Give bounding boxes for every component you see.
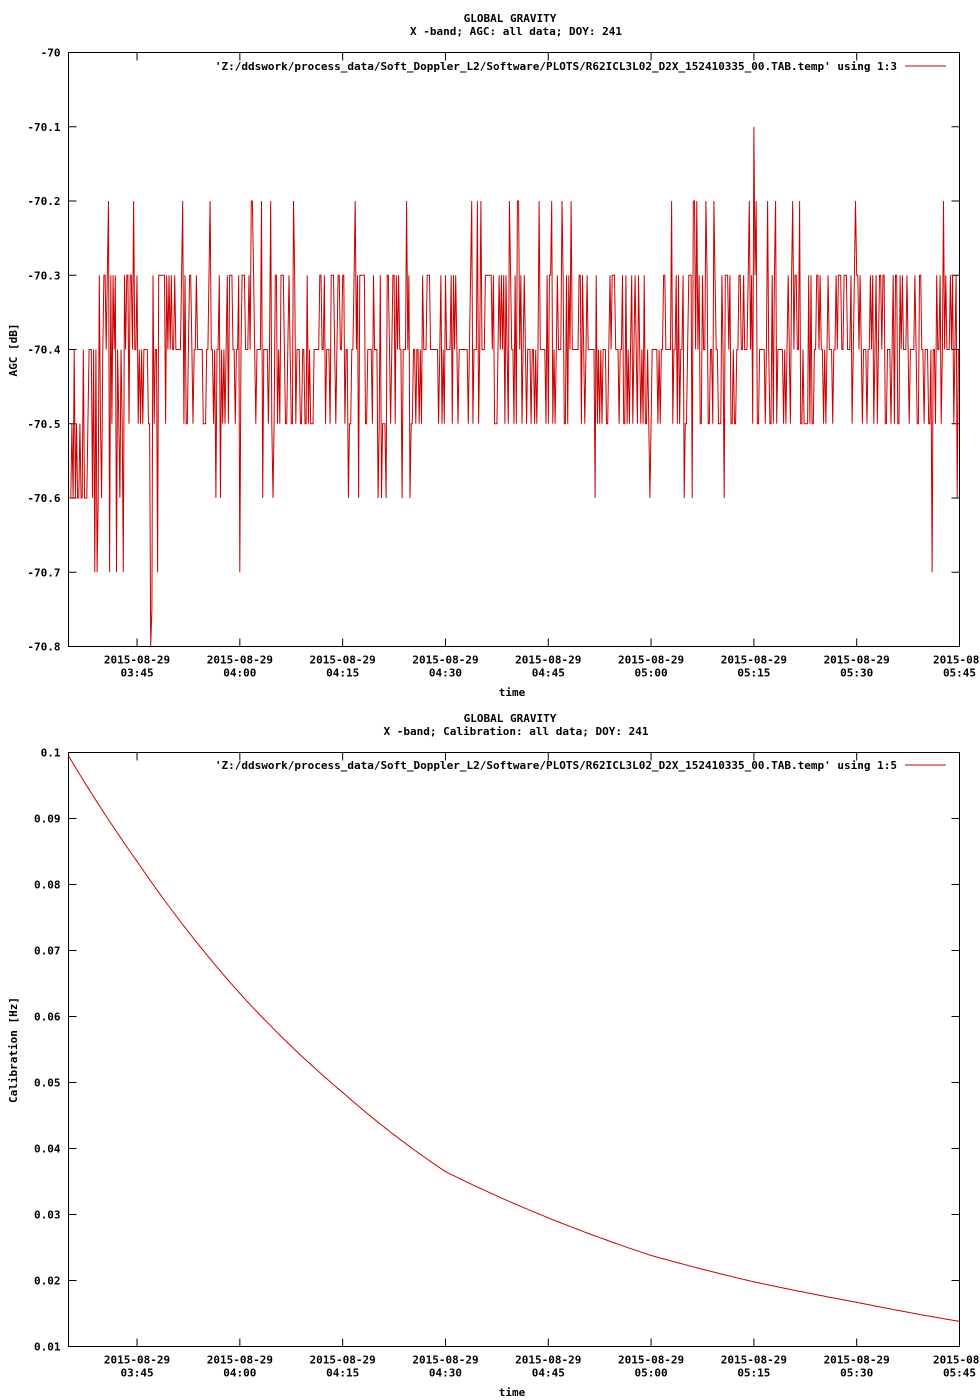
y-tick-label: -70.8	[27, 641, 60, 654]
calibration-data-point	[753, 1281, 755, 1283]
x-tick-time-label: 05:00	[635, 667, 668, 680]
y-tick-label: 0.06	[34, 1011, 61, 1024]
calibration-data-point	[67, 755, 70, 757]
agc-y-axis: -70 -70.1 -70.2 -70.3 -70.4 -70.5 -70.6 -70.7 -7…	[27, 47, 960, 654]
agc-legend-label: 'Z:/ddswork/process_data/Soft_Doppler_L2…	[215, 60, 897, 73]
x-tick-time-label: 04:30	[429, 1367, 462, 1380]
y-tick-label: -70.1	[27, 121, 60, 134]
calibration-data-point	[856, 1301, 858, 1303]
calibration-data-point	[444, 1171, 447, 1173]
x-tick-date-label: 2015-08-29	[104, 1354, 170, 1367]
x-tick-time-label: 05:00	[635, 1367, 668, 1380]
y-tick-label: 0.02	[34, 1275, 61, 1288]
y-tick-label: 0.04	[34, 1143, 61, 1156]
x-tick-time-label: 04:00	[223, 667, 256, 680]
calibration-chart-title: GLOBAL GRAVITY	[464, 712, 557, 725]
y-tick-label: 0.1	[41, 747, 61, 760]
agc-series-line	[68, 126, 960, 647]
x-tick-time-label: 04:45	[532, 1367, 565, 1380]
x-tick-time-label: 03:45	[120, 667, 153, 680]
calibration-y-axis-label: Calibration [Hz]	[7, 997, 20, 1103]
agc-chart: GLOBAL GRAVITY X -band; AGC: all data; D…	[7, 12, 980, 699]
x-tick-date-label: 2015-08-29	[515, 654, 581, 667]
x-tick-time-label: 05:45	[943, 1367, 976, 1380]
calibration-data-point	[958, 1320, 961, 1323]
x-tick-time-label: 05:45	[943, 667, 976, 680]
agc-chart-title: GLOBAL GRAVITY	[464, 12, 557, 25]
y-tick-label: 0.07	[34, 945, 61, 958]
x-tick-date-label: 2015-08-29	[310, 1354, 376, 1367]
y-tick-label: -70.2	[27, 195, 60, 208]
calibration-data-point	[342, 1091, 344, 1093]
x-tick-time-label: 05:30	[840, 667, 873, 680]
calibration-x-axis-label: time	[499, 1386, 526, 1399]
y-tick-label: 0.05	[34, 1077, 61, 1090]
calibration-plot-frame	[68, 752, 960, 1347]
y-tick-label: 0.01	[34, 1341, 61, 1354]
x-tick-date-label: 2015-08-	[933, 654, 980, 667]
y-tick-label: -70.6	[27, 492, 60, 505]
x-tick-time-label: 05:15	[737, 1367, 770, 1380]
agc-y-axis-label: AGC [dB]	[7, 324, 20, 377]
calibration-legend-label: 'Z:/ddswork/process_data/Soft_Doppler_L2…	[215, 759, 897, 772]
x-tick-time-label: 04:30	[429, 667, 462, 680]
x-tick-date-label: 2015-08-29	[104, 654, 170, 667]
calibration-y-axis: 0.1 0.09 0.08 0.07 0.06 0.05 0.04 0.03 0.02 0.01	[34, 747, 960, 1354]
x-tick-date-label: 2015-08-29	[721, 1354, 787, 1367]
calibration-chart: GLOBAL GRAVITY X -band; Calibration: all…	[7, 712, 980, 1399]
y-tick-label: 0.08	[34, 879, 61, 892]
x-tick-time-label: 05:15	[737, 667, 770, 680]
x-tick-time-label: 04:00	[223, 1367, 256, 1380]
y-tick-label: -70	[41, 47, 61, 60]
calibration-data-point	[650, 1254, 652, 1257]
agc-chart-subtitle: X -band; AGC: all data; DOY: 241	[410, 25, 622, 38]
x-tick-date-label: 2015-08-	[933, 1354, 980, 1367]
calibration-data-point	[547, 1217, 549, 1219]
x-tick-time-label: 04:15	[326, 667, 359, 680]
y-tick-label: -70.4	[27, 344, 60, 357]
x-tick-time-label: 04:45	[532, 667, 565, 680]
y-tick-label: 0.03	[34, 1209, 61, 1222]
y-tick-label: -70.5	[27, 418, 60, 431]
x-tick-date-label: 2015-08-29	[618, 1354, 684, 1367]
calibration-x-axis: 2015-08-2903:452015-08-2904:002015-08-29…	[104, 752, 980, 1380]
x-tick-date-label: 2015-08-29	[824, 1354, 890, 1367]
agc-series-group	[68, 126, 960, 647]
x-tick-date-label: 2015-08-29	[412, 1354, 478, 1367]
x-tick-time-label: 04:15	[326, 1367, 359, 1380]
x-tick-time-label: 05:30	[840, 1367, 873, 1380]
calibration-chart-subtitle: X -band; Calibration: all data; DOY: 241	[384, 725, 649, 738]
calibration-data-point	[136, 860, 138, 863]
x-tick-date-label: 2015-08-29	[515, 1354, 581, 1367]
x-tick-time-label: 03:45	[120, 1367, 153, 1380]
x-tick-date-label: 2015-08-29	[207, 1354, 273, 1367]
calibration-series-group	[67, 755, 961, 1323]
agc-x-axis-label: time	[499, 686, 526, 699]
x-tick-date-label: 2015-08-29	[310, 654, 376, 667]
x-tick-date-label: 2015-08-29	[721, 654, 787, 667]
calibration-series-line	[68, 755, 960, 1322]
y-tick-label: -70.7	[27, 566, 60, 579]
y-tick-label: -70.3	[27, 269, 60, 282]
y-tick-label: 0.09	[34, 813, 61, 826]
agc-x-axis: 2015-08-2903:452015-08-2904:002015-08-29…	[104, 52, 980, 680]
x-tick-date-label: 2015-08-29	[412, 654, 478, 667]
calibration-data-point	[239, 992, 241, 995]
x-tick-date-label: 2015-08-29	[824, 654, 890, 667]
x-tick-date-label: 2015-08-29	[618, 654, 684, 667]
x-tick-date-label: 2015-08-29	[207, 654, 273, 667]
